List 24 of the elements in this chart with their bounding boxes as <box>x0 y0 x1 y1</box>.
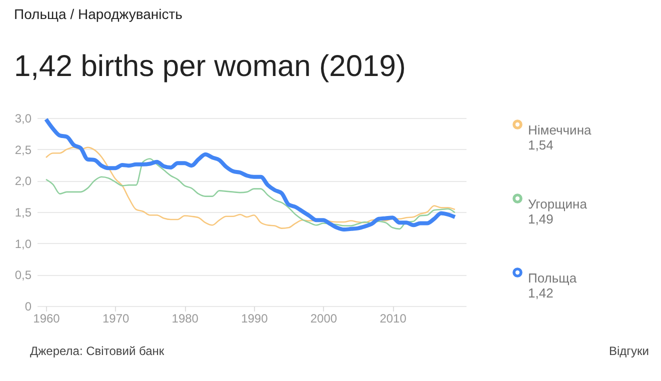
x-tick-label: 2010 <box>380 312 407 326</box>
x-tick-label: 1990 <box>241 312 268 326</box>
legend-label: Польща <box>528 270 578 286</box>
y-tick-label: 0 <box>24 300 32 314</box>
text: 1,54 <box>528 138 554 152</box>
y-tick-label: 1,0 <box>14 236 32 251</box>
x-tick-label: 1960 <box>33 312 60 326</box>
text: 1,42 <box>528 286 554 300</box>
y-tick-label: 3,0 <box>14 112 32 126</box>
text: 1,49 <box>528 212 554 226</box>
text: Джерела: Світовий банк <box>30 344 164 358</box>
chart-title: 1,42 births per woman (2019) <box>14 50 406 84</box>
legend-label: Німеччина <box>528 122 592 138</box>
x-tick-label: 2000 <box>310 312 338 326</box>
line-series <box>44 118 457 232</box>
legend-label: Угорщина <box>528 196 588 212</box>
x-tick-label: 1970 <box>102 312 130 326</box>
x-tick-label: 1980 <box>172 312 199 326</box>
chart-subtitle: Польща / Народжуваність <box>14 6 182 22</box>
text: Відгуки <box>608 344 649 358</box>
y-tick-label: 2,0 <box>14 174 32 188</box>
y-tick-label: 1,5 <box>14 206 32 220</box>
y-tick-label: 0,5 <box>14 268 32 282</box>
y-tick-label: 2,5 <box>14 142 32 157</box>
